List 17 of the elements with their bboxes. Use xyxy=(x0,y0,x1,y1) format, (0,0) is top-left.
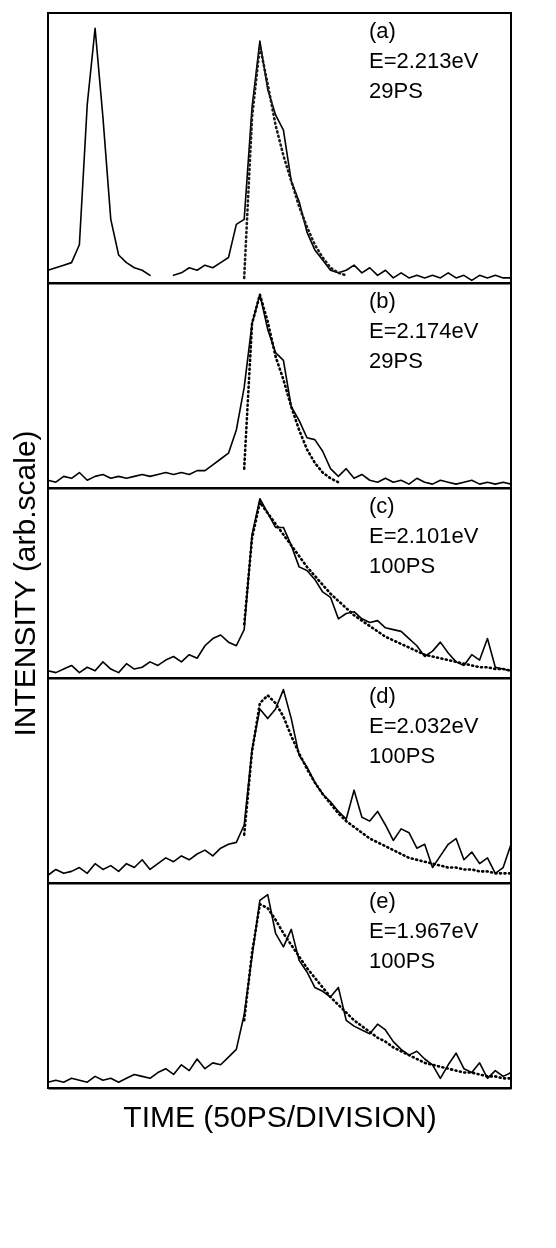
annotation: (b) xyxy=(369,288,396,313)
annotation: (d) xyxy=(369,683,396,708)
annotation: E=2.213eV xyxy=(369,48,479,73)
x-axis-title: TIME (50PS/DIVISION) xyxy=(123,1099,437,1133)
annotation: (a) xyxy=(369,18,396,43)
annotation: 29PS xyxy=(369,348,423,373)
y-axis-title: INTENSITY (arb.scale) xyxy=(7,430,41,737)
annotation: E=1.967eV xyxy=(369,918,479,943)
annotation: E=2.174eV xyxy=(369,318,479,343)
annotation: 100PS xyxy=(369,553,436,578)
annotation: 100PS xyxy=(369,743,436,768)
annotation: E=2.032eV xyxy=(369,713,479,738)
annotation: 29PS xyxy=(369,78,423,103)
annotation: 100PS xyxy=(369,948,436,973)
annotation: (e) xyxy=(369,888,396,913)
annotation: (c) xyxy=(369,493,395,518)
annotation: E=2.101eV xyxy=(369,523,479,548)
